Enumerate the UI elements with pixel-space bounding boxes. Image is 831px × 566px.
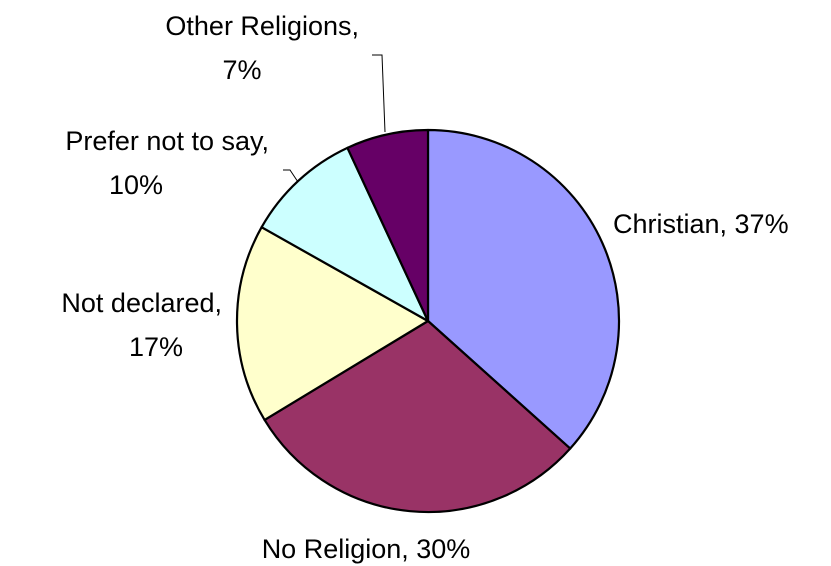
data-label-line: Christian, 37%: [613, 209, 789, 239]
pie-slices: [235, 128, 621, 514]
data-label-line: No Religion, 30%: [262, 534, 471, 564]
leader-line-other-religions: [372, 54, 386, 133]
data-label-not-declared: Not declared, 17%: [61, 288, 222, 362]
data-labels: Christian, 37% No Religion, 30% Not declar…: [61, 11, 788, 564]
pie-slice-prefer-not-to-say: [260, 146, 430, 323]
data-label-line: 7%: [222, 55, 261, 85]
data-label-line: 10%: [109, 170, 163, 200]
pie-slice-christian: [426, 128, 621, 450]
leader-lines: [283, 54, 386, 183]
pie-slice-no-religion: [263, 319, 572, 514]
data-label-line: 17%: [129, 332, 183, 362]
data-label-prefer-not-to-say: Prefer not to say, 10%: [65, 126, 269, 200]
leader-line-prefer-not-to-say: [283, 169, 299, 183]
data-label-line: Not declared,: [61, 288, 222, 318]
data-label-no-religion: No Religion, 30%: [262, 534, 471, 564]
data-label-line: Prefer not to say,: [65, 126, 269, 156]
data-label-line: Other Religions,: [165, 11, 359, 41]
data-label-other-religions: Other Religions, 7%: [165, 11, 359, 85]
pie-slice-not-declared: [235, 226, 430, 422]
data-label-christian: Christian, 37%: [613, 209, 789, 239]
pie-slice-other-religions: [346, 128, 430, 323]
